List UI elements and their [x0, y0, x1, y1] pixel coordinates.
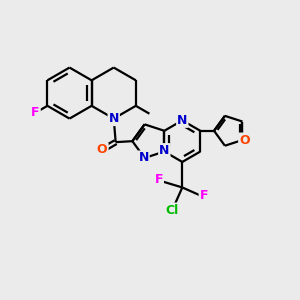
Text: N: N: [138, 152, 149, 164]
Text: F: F: [154, 173, 163, 186]
Text: N: N: [159, 144, 169, 157]
Text: O: O: [97, 143, 107, 157]
Text: O: O: [97, 143, 107, 157]
Text: O: O: [239, 134, 250, 146]
Text: Cl: Cl: [166, 203, 179, 217]
Text: N: N: [109, 112, 119, 125]
Text: F: F: [200, 189, 208, 202]
Text: N: N: [177, 114, 188, 127]
Text: F: F: [31, 106, 40, 119]
